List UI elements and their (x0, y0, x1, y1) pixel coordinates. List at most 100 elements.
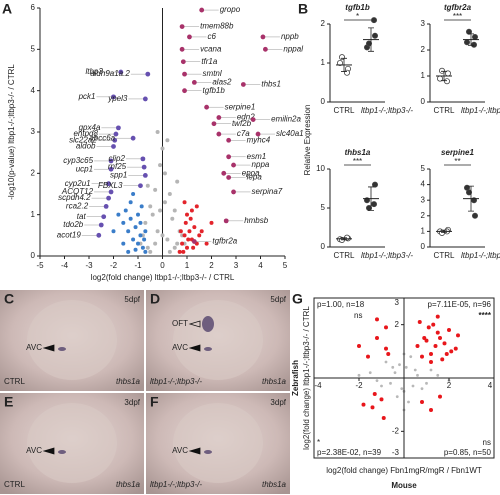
point (165, 138, 170, 143)
point (471, 34, 478, 41)
point (223, 218, 229, 224)
point (389, 381, 392, 385)
point (375, 336, 379, 340)
point (148, 249, 153, 254)
stain (202, 316, 214, 332)
panel-label: E (4, 394, 13, 410)
gene-label: aldob (76, 142, 96, 151)
gene-label: tfr1a (201, 57, 218, 66)
point (221, 170, 227, 176)
point (231, 189, 236, 195)
point (142, 173, 148, 178)
x-tick-label: -5 (36, 261, 44, 270)
point (216, 131, 222, 137)
quadrant-sig: * (317, 438, 320, 447)
point (158, 163, 163, 168)
stage-label: 5dpf (270, 295, 286, 304)
y-axis-label: log2(fold change) ltbp1-/-;ltbp3-/- / CT… (302, 306, 311, 450)
x-tick-label: CTRL (334, 106, 355, 115)
gene-label: smtnl (203, 69, 222, 78)
point (116, 125, 121, 131)
point (465, 189, 472, 196)
x-tick-label: -1 (134, 261, 142, 270)
panel-label: A (2, 1, 12, 17)
gene-label: lepa (247, 173, 263, 182)
point (384, 346, 388, 351)
point (142, 237, 147, 242)
stain (204, 347, 212, 351)
x-tick-label: 4 (258, 261, 263, 270)
y-tick-label: 0 (421, 242, 426, 251)
point (187, 34, 192, 40)
significance: *** (353, 157, 362, 166)
y-axis-label: Relative Expression (303, 105, 312, 176)
y-tick-label: 5 (321, 203, 326, 212)
point (133, 247, 138, 252)
x-tick-label: ltbp1-/-;ltbp3-/- (361, 251, 413, 260)
error-bar (341, 57, 347, 72)
point (160, 233, 165, 238)
gene-label: slc22a2 (69, 135, 97, 144)
point (136, 212, 140, 217)
gene-label: rca2.2 (66, 202, 89, 211)
y-tick-label: 2 (395, 320, 400, 329)
gene-label: serpine1 (225, 102, 256, 111)
y-tick-label: 0 (31, 251, 36, 260)
point (108, 166, 114, 172)
x-tick-label: ltbp1-/-;ltbp3-/- (461, 106, 500, 115)
point (101, 214, 107, 220)
embryo-shape (173, 300, 263, 380)
point (160, 146, 165, 151)
point (343, 69, 350, 76)
point (178, 229, 183, 234)
subplot-title: thbs1a (345, 148, 371, 157)
point (357, 344, 361, 348)
point (438, 394, 442, 399)
panel-label: C (4, 291, 14, 307)
point (370, 17, 377, 24)
point (139, 204, 144, 209)
x-tick-label: 4 (488, 381, 493, 390)
x-tick-label: ltbp1-/-;ltbp3-/- (361, 106, 413, 115)
point (413, 368, 417, 372)
point (447, 328, 451, 332)
point (435, 314, 440, 319)
gene-label: alas2 (212, 78, 232, 87)
point (429, 368, 433, 372)
y-axis-label-2: Zebrafish (291, 360, 300, 396)
point (179, 24, 185, 29)
point (371, 181, 378, 188)
point (172, 245, 177, 250)
gene-label: tmem88b (200, 22, 234, 31)
point (463, 39, 470, 46)
point (211, 121, 217, 127)
point (180, 59, 186, 65)
point (384, 325, 388, 330)
point (98, 222, 104, 228)
point (209, 220, 214, 225)
quadrant-stat: p=2.38E-02, n=39 (317, 448, 382, 457)
point (226, 175, 232, 180)
point (191, 245, 196, 250)
structure-label: AVC (26, 343, 42, 352)
y-tick-label: 2 (31, 168, 36, 177)
x-tick-label: -4 (314, 381, 322, 390)
point (126, 229, 131, 234)
point (153, 241, 158, 246)
point (470, 41, 477, 48)
point (429, 408, 433, 412)
point (426, 325, 431, 330)
point (148, 204, 153, 209)
point (260, 34, 266, 40)
x-tick-label: -4 (61, 261, 69, 270)
point (375, 379, 379, 383)
point (375, 317, 379, 322)
point (263, 46, 268, 52)
point (197, 233, 202, 238)
point (456, 333, 460, 338)
gene-label: twf2b (232, 119, 252, 128)
subplot-title: tgfbr2a (444, 3, 472, 12)
point (416, 373, 419, 377)
genotype-label: ltbp1-/-;ltbp3-/- (150, 377, 202, 386)
